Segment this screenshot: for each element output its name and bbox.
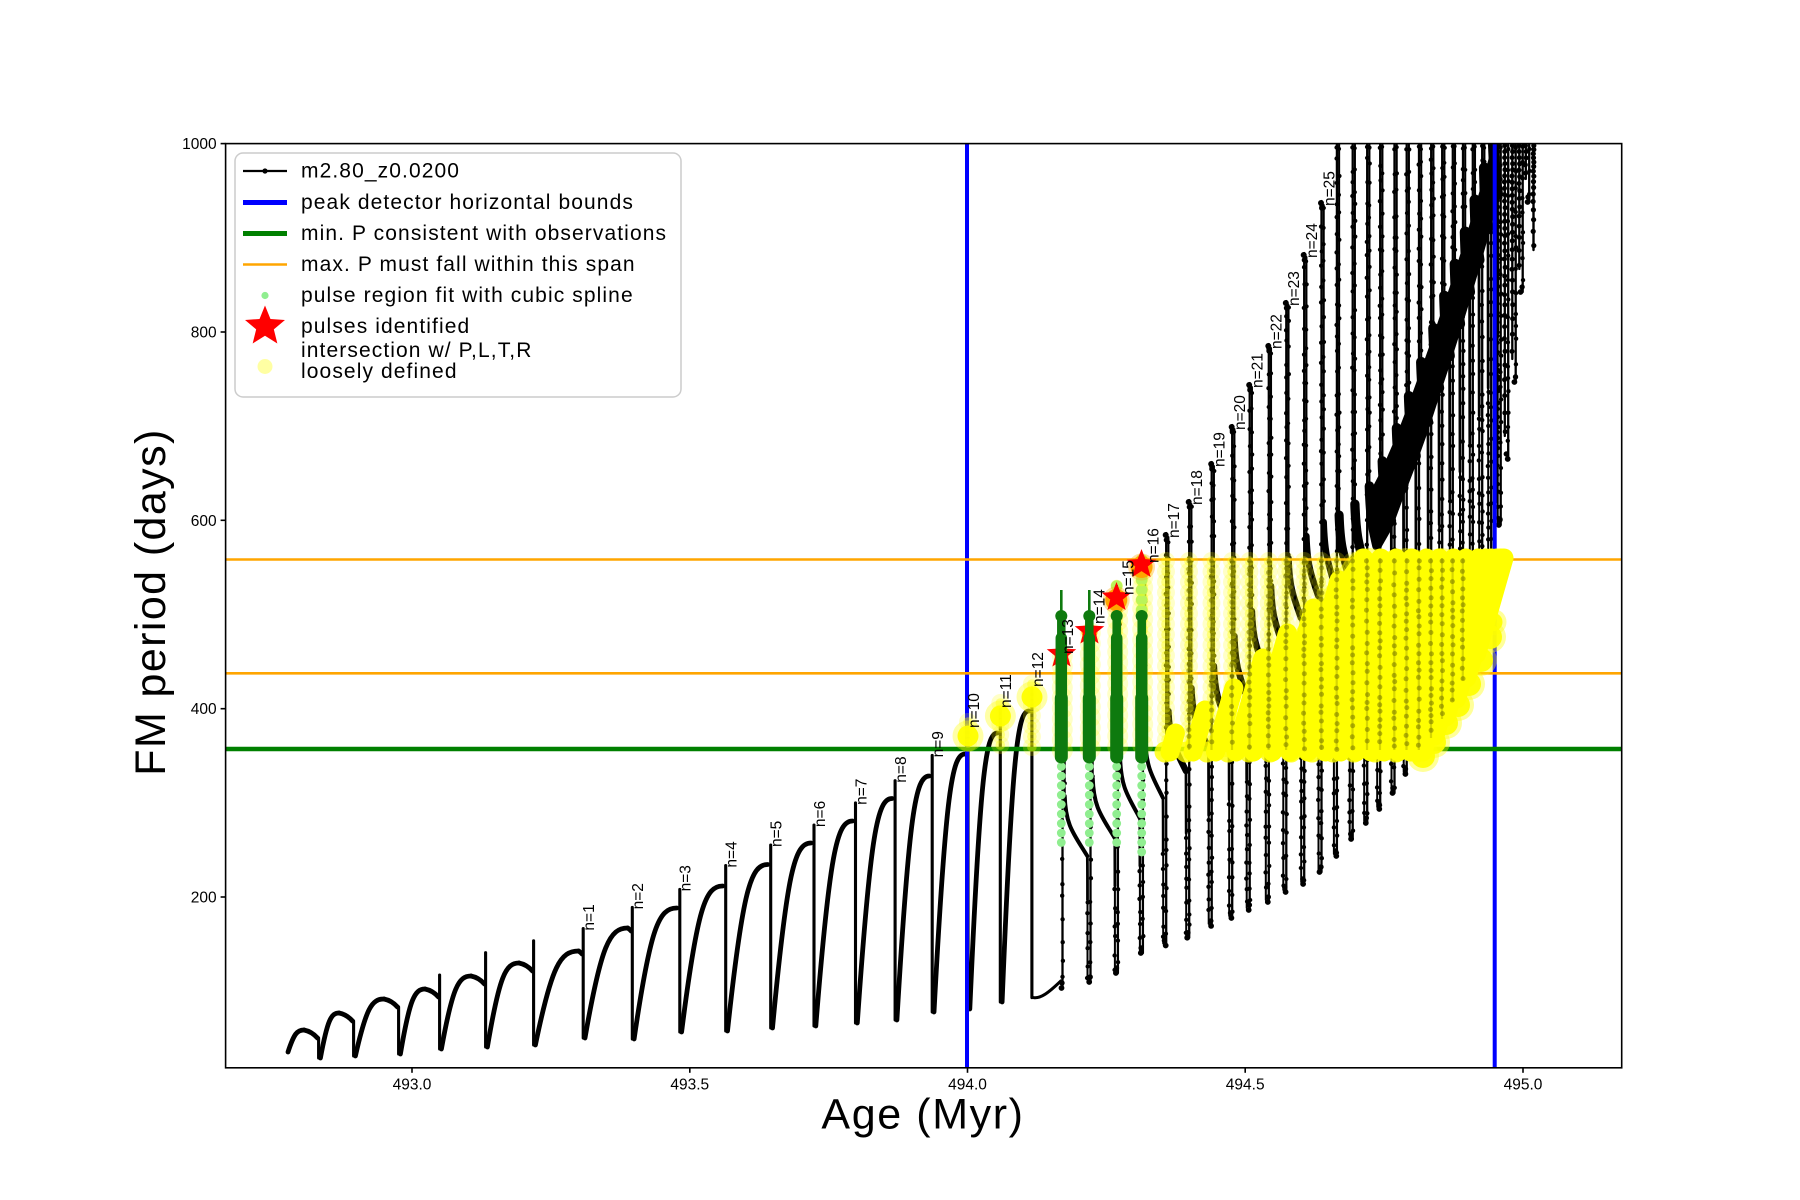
svg-text:loosely defined: loosely defined <box>301 360 458 383</box>
svg-text:n=7: n=7 <box>853 779 870 805</box>
svg-text:495.0: 495.0 <box>1504 1077 1543 1094</box>
svg-text:Age (Myr): Age (Myr) <box>821 1090 1024 1138</box>
svg-text:800: 800 <box>191 325 217 342</box>
svg-text:n=15: n=15 <box>1121 560 1138 595</box>
svg-text:493.5: 493.5 <box>670 1077 709 1094</box>
svg-text:n=16: n=16 <box>1146 528 1163 563</box>
svg-text:200: 200 <box>191 890 217 907</box>
svg-text:493.0: 493.0 <box>393 1077 432 1094</box>
svg-text:peak detector horizontal bound: peak detector horizontal bounds <box>301 191 634 214</box>
svg-text:n=14: n=14 <box>1091 589 1108 624</box>
svg-text:n=18: n=18 <box>1189 470 1206 505</box>
svg-text:max. P must fall within this s: max. P must fall within this span <box>301 253 636 276</box>
svg-text:intersection w/ P,L,T,R: intersection w/ P,L,T,R <box>301 339 533 362</box>
svg-text:n=17: n=17 <box>1166 503 1183 538</box>
svg-text:m2.80_z0.0200: m2.80_z0.0200 <box>301 160 460 183</box>
svg-text:n=13: n=13 <box>1060 619 1077 654</box>
svg-text:400: 400 <box>191 701 217 718</box>
svg-text:n=2: n=2 <box>630 883 647 909</box>
svg-text:494.0: 494.0 <box>948 1077 987 1094</box>
svg-text:n=11: n=11 <box>998 674 1015 708</box>
svg-text:n=8: n=8 <box>893 756 910 782</box>
svg-text:n=20: n=20 <box>1232 395 1249 430</box>
svg-text:pulse region fit with cubic sp: pulse region fit with cubic spline <box>301 284 634 307</box>
svg-text:n=23: n=23 <box>1286 271 1303 306</box>
svg-text:n=22: n=22 <box>1269 314 1286 349</box>
svg-text:n=19: n=19 <box>1212 432 1229 467</box>
svg-text:n=3: n=3 <box>678 865 695 891</box>
svg-text:600: 600 <box>191 513 217 530</box>
svg-text:n=9: n=9 <box>930 731 947 757</box>
svg-text:pulses identified: pulses identified <box>301 315 470 338</box>
svg-text:1000: 1000 <box>182 136 217 153</box>
svg-text:n=5: n=5 <box>769 821 786 847</box>
svg-text:n=1: n=1 <box>581 904 598 930</box>
svg-text:n=12: n=12 <box>1030 652 1047 687</box>
svg-text:n=24: n=24 <box>1304 223 1321 258</box>
svg-text:n=4: n=4 <box>724 841 741 868</box>
svg-text:FM period (days): FM period (days) <box>127 428 175 775</box>
svg-text:n=25: n=25 <box>1321 171 1338 206</box>
svg-text:min. P consistent with observa: min. P consistent with observations <box>301 222 667 245</box>
svg-text:n=10: n=10 <box>966 693 983 728</box>
svg-text:n=6: n=6 <box>812 801 829 827</box>
svg-text:n=21: n=21 <box>1250 353 1267 388</box>
svg-text:494.5: 494.5 <box>1226 1077 1265 1094</box>
